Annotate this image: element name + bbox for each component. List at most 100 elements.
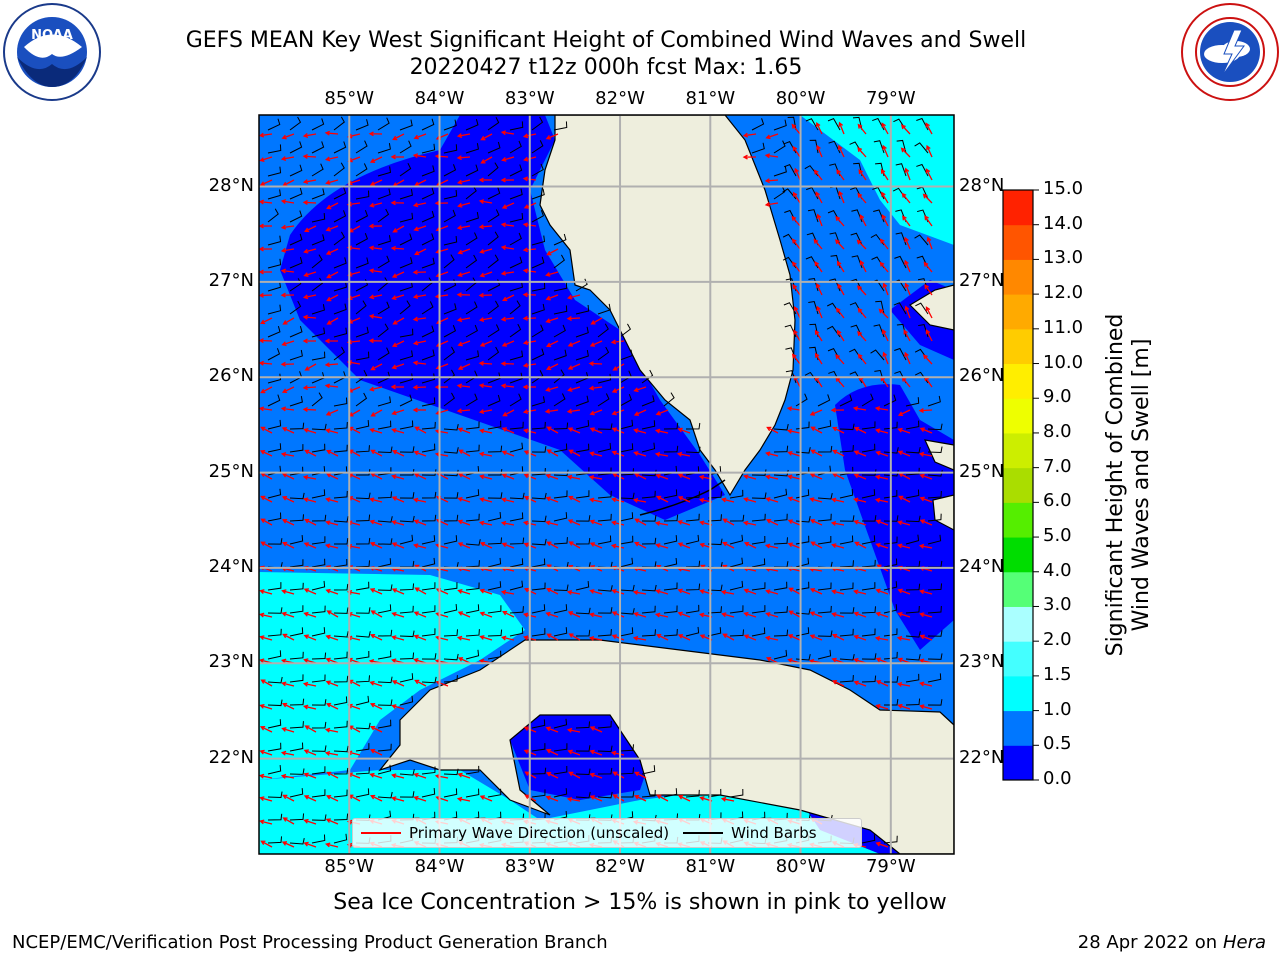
wind-barb (377, 584, 393, 591)
wind-barb (399, 492, 415, 499)
wind-barb (883, 447, 899, 454)
wave-direction-arrow (259, 796, 273, 802)
wind-barb (443, 788, 458, 798)
wind-barb (839, 674, 854, 683)
wind-barb (927, 699, 943, 706)
wave-direction-arrow (743, 588, 757, 595)
wave-direction-arrow (370, 449, 383, 457)
wave-direction-arrow (655, 473, 669, 480)
wave-direction-arrow (875, 611, 889, 618)
wave-direction-arrow (369, 588, 383, 595)
wave-direction-arrow (259, 360, 273, 366)
wind-barb (509, 164, 523, 177)
wind-barb (421, 325, 435, 338)
wave-direction-arrow (633, 794, 647, 802)
wave-direction-arrow (260, 495, 273, 503)
wind-barb (553, 305, 568, 315)
wind-barb (399, 791, 415, 798)
wave-direction-arrow (412, 340, 427, 346)
wave-direction-arrow (853, 473, 867, 480)
wave-direction-arrow (545, 771, 559, 779)
wave-direction-arrow (457, 271, 471, 277)
lon-tick-top-1: 84°W (414, 88, 465, 109)
wind-barb (553, 324, 566, 338)
wind-barb (377, 719, 392, 729)
wind-barb (267, 304, 282, 315)
colorbar-segment-7 (1003, 502, 1033, 538)
wind-barb (575, 420, 590, 430)
wind-barb (927, 605, 942, 614)
wave-direction-arrow (325, 179, 339, 185)
wave-direction-arrow (857, 331, 867, 342)
wave-direction-arrow (324, 362, 339, 368)
wave-direction-arrow (478, 409, 493, 415)
wind-barb (289, 788, 304, 798)
colorbar-segment-14 (1003, 259, 1033, 295)
wind-barb (597, 720, 612, 729)
wind-barb (355, 326, 369, 338)
wind-barb (267, 258, 282, 269)
wind-barb (861, 628, 876, 637)
wave-direction-arrow (853, 519, 867, 526)
wave-direction-arrow (414, 679, 427, 687)
wind-barb (839, 489, 854, 499)
wind-barb (707, 584, 723, 592)
wind-barb (333, 116, 345, 131)
wave-direction-arrow (392, 133, 405, 141)
wave-field-0.0-0.5-east (835, 384, 954, 650)
wave-direction-arrow (677, 496, 691, 503)
wind-barb (377, 166, 392, 177)
wave-direction-arrow (545, 496, 559, 503)
wind-barb (355, 445, 370, 453)
wave-direction-arrow (414, 248, 427, 256)
wave-direction-arrow (836, 169, 845, 181)
wind-barb (399, 673, 414, 683)
wave-direction-arrow (874, 474, 889, 480)
wave-direction-arrow (611, 386, 625, 393)
wind-barb (311, 627, 326, 637)
wind-barb (267, 373, 282, 384)
wind-barb (619, 584, 635, 592)
wave-direction-arrow (853, 497, 867, 503)
wave-direction-arrow (303, 588, 317, 595)
wind-barb (333, 696, 348, 706)
wind-barb (531, 604, 546, 614)
wind-barb (377, 235, 391, 246)
wave-direction-arrow (903, 329, 911, 342)
wind-barb (663, 489, 678, 499)
wave-direction-arrow (764, 178, 779, 184)
wind-barb (399, 280, 413, 292)
wave-direction-arrow (856, 285, 867, 296)
wind-barb (355, 631, 371, 638)
wave-direction-arrow (765, 656, 779, 664)
lon-tick-top-6: 79°W (865, 88, 916, 109)
wind-barb (905, 420, 920, 430)
wave-direction-arrow (589, 589, 603, 595)
wave-direction-arrow (326, 202, 339, 210)
wave-direction-arrow (303, 749, 317, 756)
wave-direction-arrow (325, 543, 339, 549)
wind-barb (553, 282, 568, 292)
wind-barb (773, 629, 789, 637)
wave-direction-arrow (370, 610, 383, 618)
wind-barb (465, 324, 478, 338)
wind-barb (553, 584, 569, 592)
wave-direction-arrow (791, 238, 801, 250)
wave-direction-arrow (904, 351, 911, 365)
wave-direction-arrow (325, 588, 339, 595)
wind-barb (465, 370, 478, 384)
wave-direction-arrow (722, 633, 735, 641)
lon-tick-bottom-1: 84°W (414, 856, 465, 877)
wave-direction-arrow (655, 543, 669, 549)
wind-barb (597, 346, 610, 361)
wind-barb (619, 393, 633, 407)
colorbar-tick-label-0: 0.0 (1043, 768, 1072, 789)
wind-barb (487, 300, 499, 315)
wind-barb (875, 300, 885, 315)
wave-direction-arrow (787, 496, 801, 503)
wave-direction-arrow (260, 840, 273, 848)
wave-direction-arrow (390, 384, 405, 390)
wave-direction-arrow (902, 215, 911, 227)
wind-barb (267, 235, 282, 246)
wind-barb (289, 534, 304, 545)
